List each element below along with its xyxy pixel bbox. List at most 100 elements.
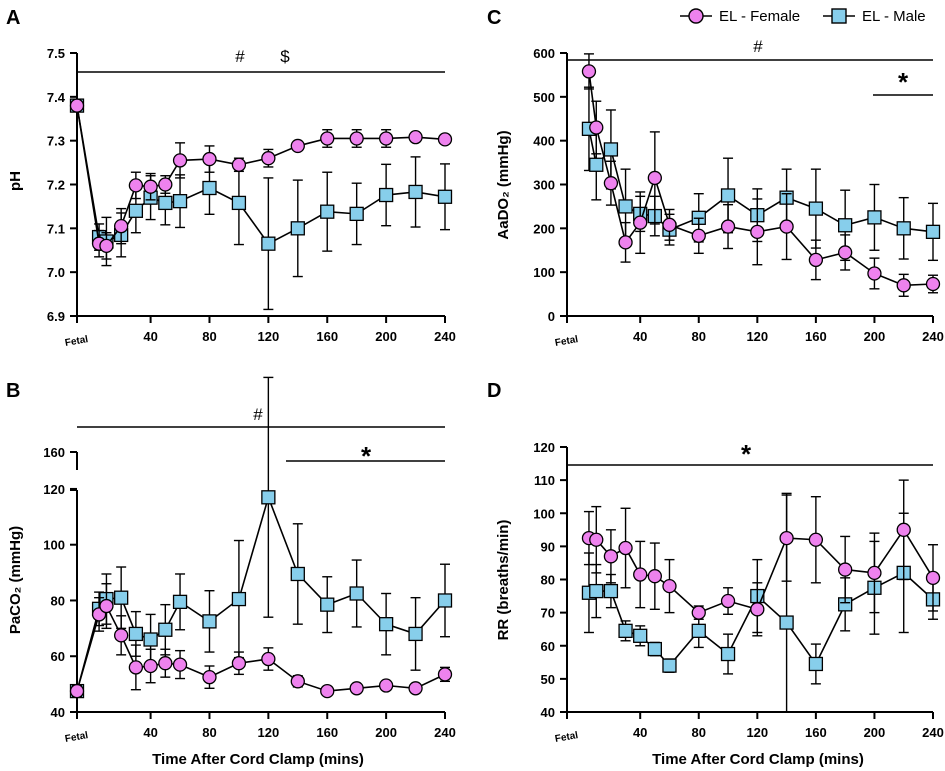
panel-b-xtick-label: 240 [434, 725, 456, 740]
panel-d-female-point [720, 593, 736, 609]
panel-d-female-point [779, 530, 794, 546]
panel-c-letter: C [487, 7, 501, 29]
legend-male-label: EL - Male [862, 8, 926, 25]
panel-b-female-point [231, 656, 247, 671]
panel-b-xtick-label: 160 [316, 725, 338, 740]
panel-b-female-point [261, 651, 276, 667]
panel-c-female-point [633, 215, 648, 230]
panel-d-male-point [779, 615, 794, 630]
panel-a-male-line [76, 105, 446, 245]
panel-a-male-point [158, 195, 173, 211]
panel-c-xtick-label: 120 [746, 329, 768, 344]
panel-b-letter: B [6, 380, 20, 402]
panel-c-female-point [925, 276, 941, 292]
panel-b-xtick-label: 120 [258, 725, 280, 740]
panel-c-xtick-label-fetal: Fetal [554, 334, 579, 349]
panel-c-xtick-label: 200 [864, 329, 886, 344]
panel-a-male-point [128, 203, 144, 218]
panel-d-female-point [647, 569, 662, 584]
panel-d-plot [581, 479, 941, 713]
panel-d-ytick-label: 90 [541, 539, 555, 554]
panel-a-xtick-label: 80 [202, 329, 216, 344]
panel-d-ytick-label: 50 [541, 672, 555, 687]
panel-d-xtick-label-fetal: Fetal [554, 730, 579, 745]
panel-b-male-point [172, 594, 188, 610]
panel-c-sig-hash: # [753, 37, 763, 56]
legend: EL - Female EL - Male [680, 8, 926, 25]
panel-d-ytick-label: 120 [533, 440, 555, 455]
panel-a-female-point [143, 179, 158, 194]
panel-c-ylabel: AaDO₂ (mmHg) [495, 130, 512, 239]
panel-b-plot [69, 376, 453, 699]
panel-d-female-point [691, 605, 706, 620]
panel-a-significance: # $ [77, 47, 445, 73]
panel-d-xtick-label: 80 [692, 725, 706, 740]
panel-d-female-point [867, 565, 882, 581]
panel-c-female-point [589, 120, 604, 135]
panel-d-sig-star: * [741, 439, 752, 469]
panel-d-letter: D [487, 380, 501, 402]
panel-a-xtick-label: 160 [316, 329, 338, 344]
panel-b-male-point [408, 626, 423, 642]
panel-d-female-point [618, 540, 633, 556]
panel-d-female-point [603, 549, 619, 564]
panel-a-ytick-label: 7.4 [47, 90, 66, 105]
panel-b-female-point [349, 681, 364, 696]
panel-c-female-point [647, 170, 662, 186]
panel-a-female-point [128, 178, 144, 193]
panel-b-male-point [128, 626, 144, 642]
panel-a-female-point [99, 238, 114, 254]
panel-c-ytick-label: 0 [548, 309, 555, 324]
panel-a-female-point [231, 157, 247, 172]
panel-b: B PaCO₂ (mmHg) Time After Cord Clamp (mi… [6, 376, 456, 768]
panel-c-significance: # * [567, 37, 933, 97]
panel-d-ytick-label: 60 [541, 639, 555, 654]
panel-a-ytick-label: 7.0 [47, 265, 65, 280]
panel-b-female-point [202, 669, 217, 685]
panel-d-female-point [925, 570, 941, 585]
panel-b-axes: 40 60 80 100 120 160 Fetal 40 80 120 160 200 240 [43, 445, 456, 745]
panel-c-female-point [662, 217, 677, 232]
panel-c-female-point [779, 219, 794, 234]
panel-c-female-point [581, 64, 597, 79]
panel-d-xtick-label: 240 [922, 725, 944, 740]
panel-a-female-point [378, 131, 394, 146]
panel-b-male-point [320, 597, 335, 612]
panel-a-female-point [349, 131, 364, 146]
panel-c-female-point [618, 235, 633, 250]
panel-b-male-point [143, 632, 158, 647]
legend-female-label: EL - Female [719, 8, 800, 25]
panel-b-xlabel: Time After Cord Clamp (mins) [152, 751, 364, 768]
panel-b-ytick-label: 80 [51, 593, 65, 608]
panel-d-male-point [720, 646, 736, 662]
panel-d-female-point [896, 522, 911, 537]
panel-a-male-point [290, 221, 305, 236]
panel-d-male-point [808, 656, 824, 672]
panel-c-plot [581, 53, 941, 297]
panel-a-male-point [261, 236, 276, 251]
panel-d-female-point [750, 602, 765, 617]
panel-c-female-point [896, 278, 911, 293]
panel-a-female-point [114, 218, 129, 234]
panel-c-ytick-label: 400 [533, 134, 555, 149]
legend-female-marker [688, 8, 704, 24]
panel-b-female-point [99, 598, 114, 614]
panel-a-female-point [408, 130, 423, 145]
panel-b-xtick-label: 80 [202, 725, 216, 740]
panel-d-male-point [618, 623, 633, 638]
panel-a-ytick-label: 7.1 [47, 221, 65, 236]
panel-d-female-line [588, 528, 934, 614]
panel-b-ytick-label: 60 [51, 649, 65, 664]
panel-c-axes: 0 100 200 300 400 500 600 Fetal 40 80 120 160 200 240 [533, 46, 944, 349]
panel-b-female-point [437, 667, 453, 682]
panel-d-female-point [633, 567, 648, 582]
panel-d-xtick-label: 160 [805, 725, 827, 740]
panel-a-xtick-label: 200 [375, 329, 397, 344]
panel-c: C AaDO₂ (mmHg) 0 100 200 300 400 500 600 Fetal 4… [487, 7, 944, 349]
panel-c-male-line [588, 128, 934, 233]
panel-b-female-point [143, 658, 158, 674]
panel-d-xtick-label: 200 [864, 725, 886, 740]
panel-b-female-point [408, 681, 423, 696]
panel-b-female-point [128, 660, 144, 675]
